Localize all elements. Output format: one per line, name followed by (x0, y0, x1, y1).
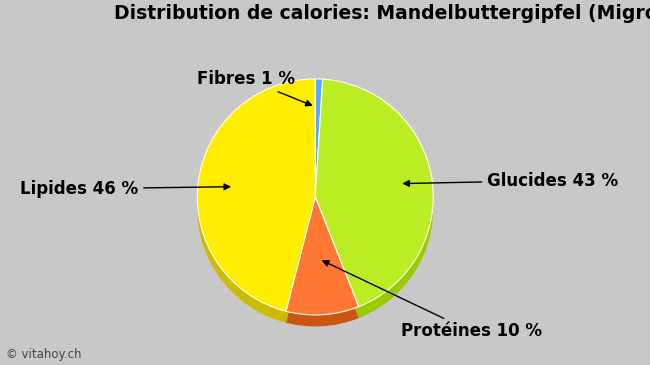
Wedge shape (315, 79, 434, 307)
Wedge shape (286, 208, 359, 326)
Wedge shape (198, 79, 315, 311)
Text: Distribution de calories: Mandelbuttergipfel (Migros): Distribution de calories: Mandelbuttergi… (114, 4, 650, 23)
Wedge shape (315, 91, 322, 208)
Text: Fibres 1 %: Fibres 1 % (198, 70, 311, 106)
Wedge shape (198, 91, 315, 323)
Wedge shape (286, 197, 359, 315)
Text: Protéines 10 %: Protéines 10 % (323, 261, 541, 340)
Wedge shape (315, 91, 434, 318)
Text: © vitahoy.ch: © vitahoy.ch (6, 348, 82, 361)
Text: Lipides 46 %: Lipides 46 % (20, 180, 229, 198)
Text: Glucides 43 %: Glucides 43 % (404, 172, 619, 189)
Wedge shape (315, 79, 322, 197)
